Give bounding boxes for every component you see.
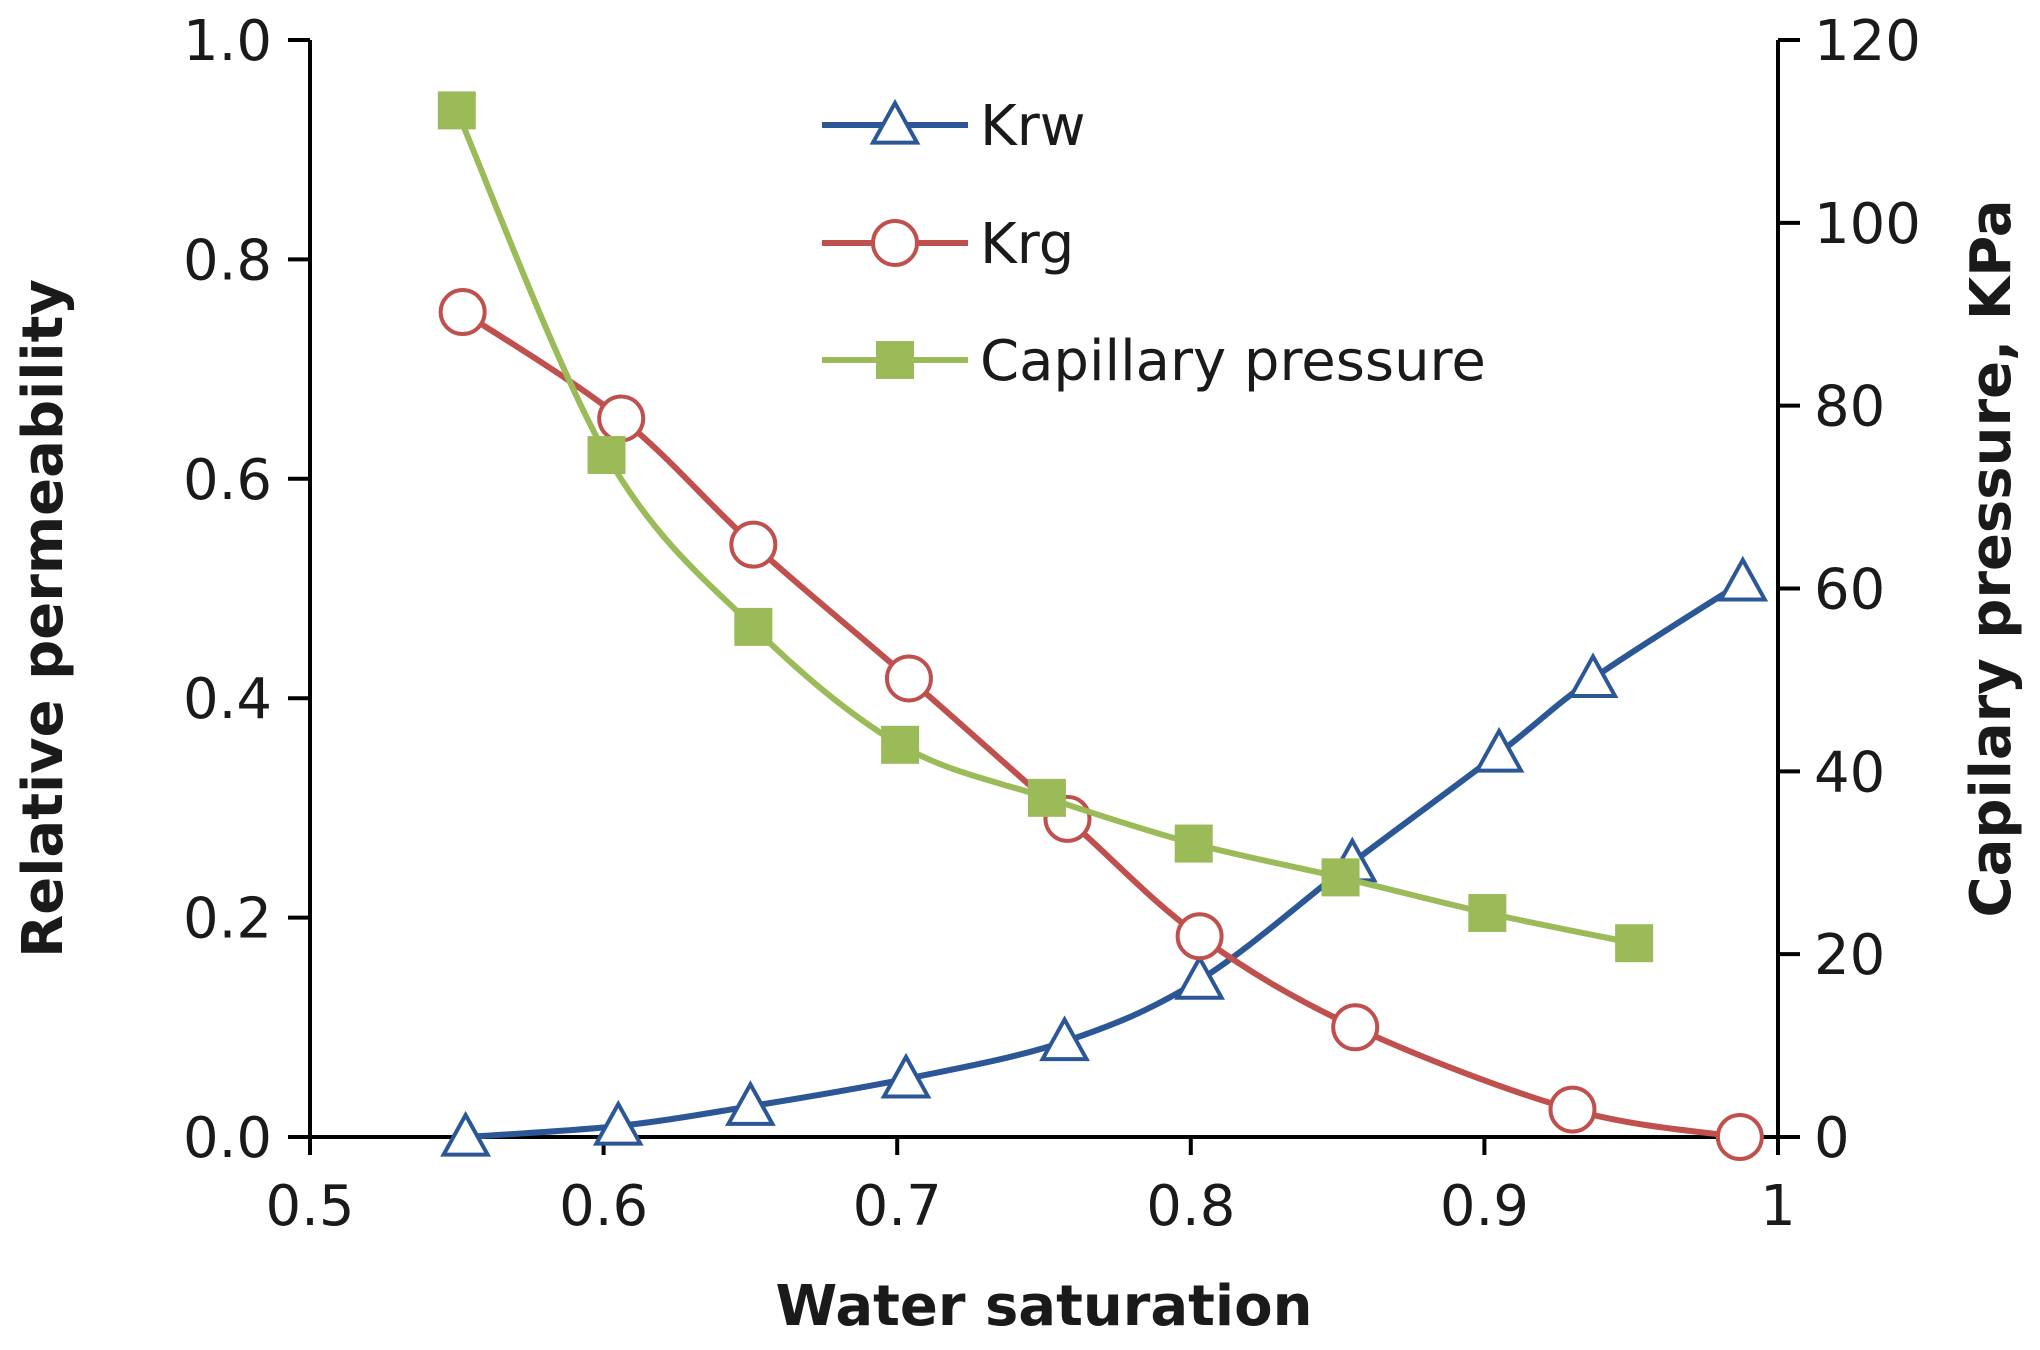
data-point-krw [592, 1099, 644, 1146]
legend-marker [871, 219, 919, 267]
y2-axis-title: Capilary pressure, KPa [1959, 199, 2024, 917]
y-tick-label: 0.0 [183, 1106, 272, 1171]
data-point-krw [1717, 555, 1769, 602]
data-point-capillary-pressure [1027, 778, 1066, 817]
data-point-krw [725, 1080, 776, 1126]
data-point-krg [438, 288, 487, 337]
y-tick-label: 0.8 [183, 228, 272, 293]
y-tick-label: 0.2 [183, 887, 272, 952]
legend-label: Krw [980, 94, 1086, 159]
axes: 0.5 0.6 0.7 0.8 0.9 1 0.0 0.2 0.4 0.6 0.8 1.0 0 20 40 6… [183, 9, 1921, 1239]
series-line-krw [465, 579, 1745, 1140]
data-point-krg [729, 520, 778, 569]
y-tick-label: 1.0 [183, 9, 272, 74]
legend-marker [869, 98, 921, 145]
plot-area [437, 91, 1769, 1161]
data-point-capillary-pressure [1174, 824, 1213, 863]
legend: Krw Krg Capillary pressure [822, 94, 1486, 394]
data-point-krg [1548, 1085, 1597, 1134]
data-point-krg [884, 654, 933, 703]
data-point-capillary-pressure [1615, 924, 1654, 963]
data-point-krg [1331, 1003, 1380, 1052]
x-tick-label: 0.7 [853, 1174, 942, 1239]
y2-tick-label: 0 [1814, 1106, 1850, 1171]
data-point-capillary-pressure [881, 725, 920, 764]
data-point-krw [880, 1052, 932, 1099]
y-axis-title: Relative permeability [11, 279, 76, 958]
y2-tick-label: 20 [1814, 923, 1885, 988]
data-point-krw [1567, 652, 1619, 699]
y-tick-label: 0.6 [183, 448, 272, 513]
data-point-krg [1175, 912, 1224, 961]
data-point-capillary-pressure [1321, 858, 1360, 897]
data-point-krw [1039, 1015, 1090, 1062]
x-tick-label: 0.9 [1440, 1174, 1529, 1239]
data-point-krw [1174, 954, 1226, 1000]
legend-label: Krg [980, 212, 1074, 277]
x-tick-label: 0.8 [1146, 1174, 1235, 1239]
legend-marker [876, 341, 914, 379]
y2-tick-label: 60 [1814, 558, 1885, 623]
x-tick-label: 0.5 [265, 1174, 354, 1239]
y-tick-label: 0.4 [183, 667, 272, 732]
data-point-capillary-pressure [1468, 894, 1507, 933]
y2-tick-label: 40 [1814, 740, 1885, 805]
y2-tick-label: 80 [1814, 375, 1885, 440]
legend-label: Capillary pressure [980, 329, 1486, 394]
y2-tick-label: 100 [1814, 192, 1921, 257]
data-point-capillary-pressure [734, 607, 773, 646]
data-point-krg [597, 394, 646, 443]
data-point-krw [440, 1110, 492, 1157]
data-point-capillary-pressure [437, 91, 476, 130]
x-tick-label: 0.6 [559, 1174, 648, 1239]
series-line-krg [461, 309, 1741, 1140]
data-point-capillary-pressure [587, 436, 626, 475]
x-tick-label: 1 [1760, 1174, 1796, 1239]
data-point-krg [1715, 1113, 1764, 1161]
x-axis-title: Water saturation [776, 1274, 1313, 1339]
data-point-krw [1473, 726, 1525, 773]
y2-tick-label: 120 [1814, 9, 1921, 74]
